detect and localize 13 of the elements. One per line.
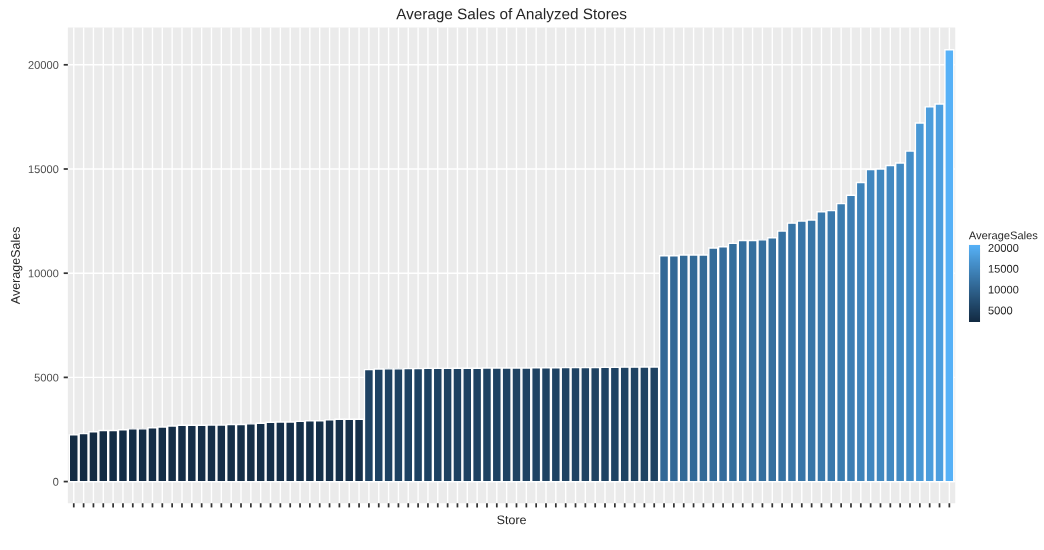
color-bar-title: AverageSales: [968, 231, 1038, 242]
color-bar-label: 10000: [988, 285, 1019, 294]
y-tick-label: 15000: [28, 165, 59, 174]
chart-title: Average Sales of Analyzed Stores: [396, 8, 627, 23]
color-bar-label: 20000: [988, 244, 1019, 252]
color-bar-label: 15000: [988, 264, 1019, 273]
y-axis-title: AverageSales: [10, 227, 23, 305]
y-tick-label: 10000: [28, 269, 59, 278]
x-axis-title: Store: [497, 515, 526, 525]
y-tick-label: 5000: [34, 373, 59, 382]
y-tick-label: 20000: [28, 61, 59, 69]
color-bar-label: 5000: [988, 306, 1013, 315]
y-tick-label: 0: [53, 477, 59, 486]
